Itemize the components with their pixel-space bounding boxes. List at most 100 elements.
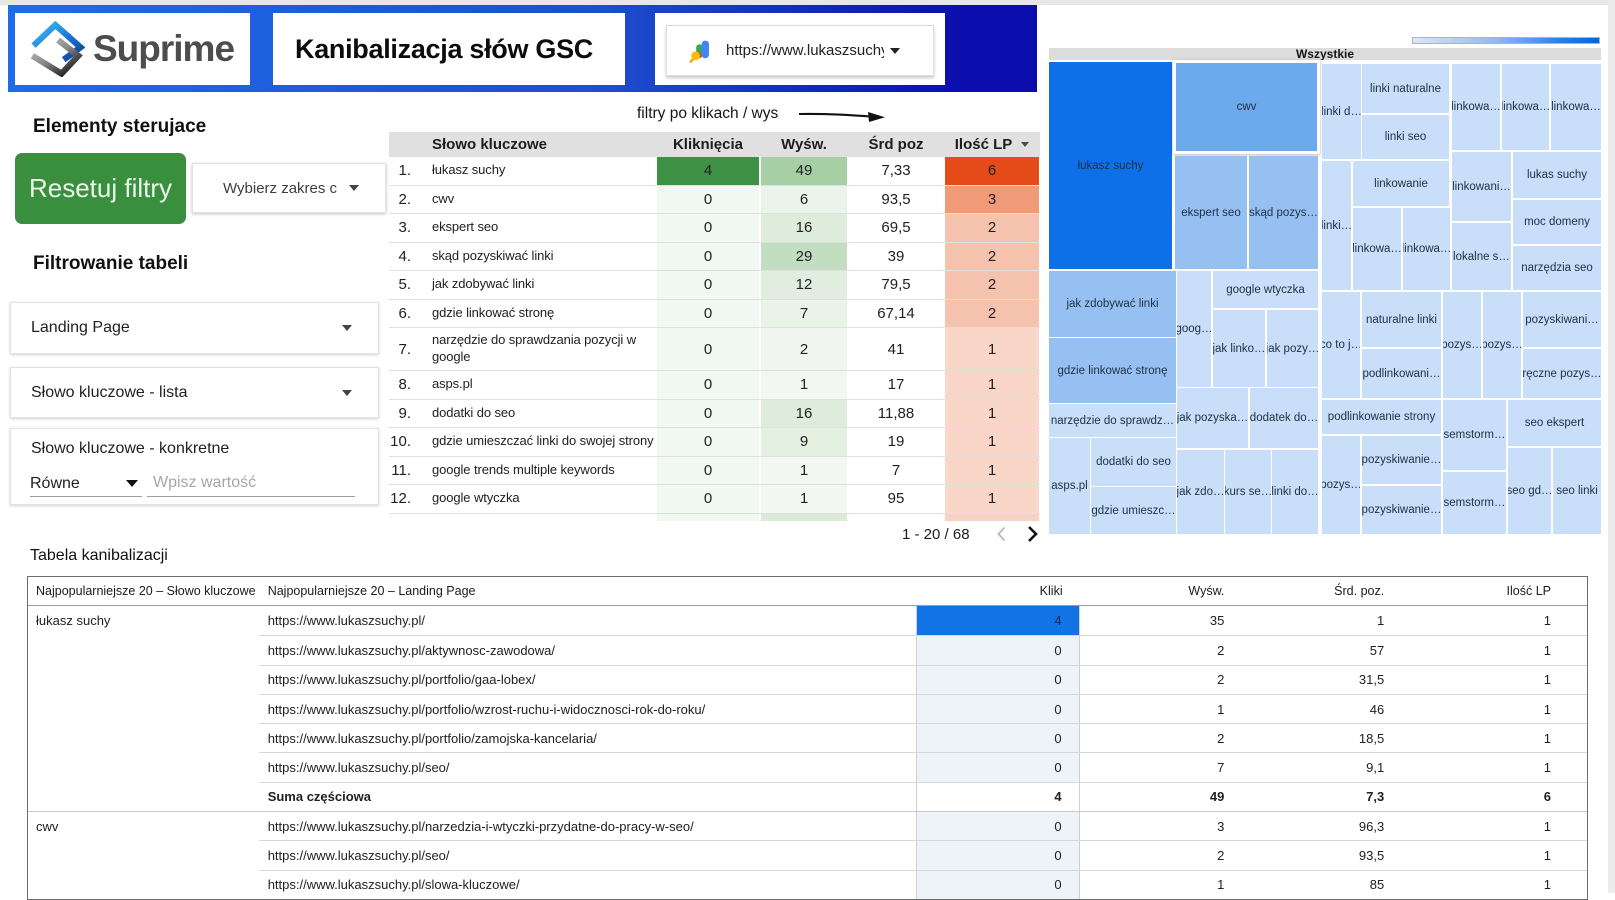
lp-cell: https://www.lukaszsuchy.pl/	[267, 613, 425, 629]
srd-cell: 11,88	[877, 404, 915, 422]
treemap-cell[interactable]: seo gd…	[1508, 448, 1551, 534]
column-header[interactable]: Słowo kluczowe	[432, 135, 548, 153]
treemap-cell[interactable]: łukasz suchy	[1049, 62, 1172, 269]
treemap-cell[interactable]: asps.pl	[1049, 438, 1090, 534]
column-header[interactable]: Ilość LP	[1506, 584, 1551, 598]
treemap-cell[interactable]: semstorm…	[1443, 472, 1506, 534]
date-range-select[interactable]: Wybierz zakres c	[192, 163, 386, 213]
treemap-cell[interactable]: linkowa…	[1551, 64, 1601, 150]
treemap-cell[interactable]: pozys…	[1483, 292, 1521, 398]
treemap-cell[interactable]: seo linki	[1553, 448, 1601, 534]
treemap-cell[interactable]: semstorm…	[1443, 400, 1506, 470]
treemap-cell[interactable]: goog…	[1177, 271, 1211, 387]
keyword-list-filter[interactable]: Słowo kluczowe - lista	[10, 367, 379, 418]
column-header[interactable]: Najpopularniejsze 20 – Landing Page	[267, 584, 476, 598]
treemap-cell[interactable]: linki d…	[1322, 64, 1361, 159]
wysw-cell: 2	[1079, 840, 1245, 869]
row-number-cell: 1.	[398, 162, 411, 180]
column-header[interactable]: Ilość LP	[944, 132, 1040, 157]
treemap-cell[interactable]: jak pozy…	[1267, 310, 1318, 387]
keyword-table-header: Słowo kluczowe Kliknięcia Wyśw. Śrd poz Iloś…	[389, 132, 1040, 157]
column-header[interactable]: Kliknięcia	[672, 136, 744, 153]
treemap-cell[interactable]: linkowanie	[1353, 161, 1449, 206]
treemap-cell[interactable]: linkowa…	[1403, 208, 1450, 290]
treemap-cell[interactable]: co to j…	[1322, 292, 1360, 398]
treemap-cell[interactable]: linkowa…	[1353, 208, 1401, 290]
treemap-cell[interactable]: google wtyczka	[1213, 271, 1318, 308]
treemap-cell[interactable]: pozyskiwani…	[1523, 292, 1601, 347]
treemap-cell[interactable]: pozys…	[1322, 436, 1360, 534]
treemap-cell[interactable]: dodatek do…	[1250, 388, 1318, 448]
treemap-cell[interactable]: moc domeny	[1513, 200, 1601, 244]
next-page-icon[interactable]	[1024, 525, 1040, 543]
treemap-cell-label: semstorm…	[1443, 497, 1506, 509]
treemap-cell[interactable]: pozyskiwanie…	[1362, 436, 1441, 484]
controls-heading: Elementy sterujace	[33, 116, 207, 137]
treemap-cell[interactable]: gdzie umieszc…	[1091, 487, 1176, 534]
klik-cell: 4	[915, 781, 1080, 812]
column-header[interactable]: Śrd. poz.	[1334, 584, 1385, 598]
treemap-cell[interactable]: linki do…	[1272, 450, 1318, 534]
treemap-cell[interactable]: skąd pozys…	[1249, 156, 1318, 269]
wysw-cell: 7	[1079, 752, 1245, 781]
treemap-cell[interactable]: podlinkowanie strony	[1322, 400, 1441, 434]
treemap-cell[interactable]: gdzie linkować stronę	[1049, 338, 1176, 403]
treemap-cell[interactable]: linki…	[1322, 161, 1351, 290]
treemap-cell[interactable]: linki naturalne	[1362, 64, 1449, 113]
kw-cell	[28, 723, 259, 752]
treemap-cell[interactable]: podlinkowani…	[1362, 349, 1441, 398]
column-header[interactable]: Śrd poz	[868, 136, 924, 153]
treemap-cell[interactable]: lokalne s…	[1452, 223, 1511, 290]
treemap-cell[interactable]: jak zdobywać linki	[1049, 271, 1176, 337]
column-header[interactable]: Wyśw.	[1188, 584, 1225, 598]
treemap-cell[interactable]: lukas suchy	[1513, 152, 1601, 198]
row-number-cell: 8.	[398, 376, 411, 394]
column-header[interactable]: Kliki	[1039, 584, 1063, 598]
treemap-cell[interactable]: linki seo	[1362, 115, 1449, 159]
column-header[interactable]: Najpopularniejsze 20 – Słowo kluczowe	[36, 584, 256, 598]
treemap-cell[interactable]: pozys…	[1443, 292, 1481, 398]
column-header[interactable]: Wyśw.	[781, 136, 827, 153]
srd-cell: 1	[1376, 613, 1385, 629]
selected-property: https://www.lukaszsuchy	[726, 42, 884, 59]
wysw-cell: 29	[760, 242, 848, 270]
treemap-cell[interactable]: kurs se…	[1225, 450, 1271, 534]
treemap-cell[interactable]: pozyskiwanie…	[1362, 486, 1441, 534]
table-row: łukasz suchy https://www.lukaszsuchy.pl/4…	[28, 606, 1587, 636]
treemap-cell[interactable]: narzędzia seo	[1513, 246, 1601, 290]
reset-filters-button[interactable]: Resetuj filtry	[15, 153, 186, 224]
treemap-cell-label: jak pozy…	[1267, 342, 1318, 355]
lp-cell: 1	[944, 485, 1040, 513]
treemap-cell[interactable]: ekspert seo	[1175, 156, 1247, 269]
treemap-cell[interactable]: jak pozyska…	[1177, 388, 1248, 448]
treemap-cell-label: łukasz suchy	[1077, 159, 1144, 172]
treemap-cell[interactable]: linkowa…	[1452, 64, 1500, 150]
condition-select[interactable]: Równe	[30, 471, 142, 497]
treemap-cell-label: pozyskiwani…	[1525, 313, 1599, 326]
treemap-cell[interactable]: ręczne pozys…	[1523, 349, 1601, 398]
gsc-property-select[interactable]: https://www.lukaszsuchy	[666, 25, 934, 76]
klik-cell: 4	[656, 157, 760, 185]
treemap-cell-label: podlinkowani…	[1362, 367, 1441, 380]
srd-cell: 57	[1244, 635, 1407, 664]
lp-cell: 2	[944, 242, 1040, 270]
landing-page-filter[interactable]: Landing Page	[10, 302, 379, 354]
treemap-cell-label: kurs se…	[1225, 486, 1271, 498]
treemap-cell[interactable]: linkowa…	[1502, 64, 1549, 150]
treemap-cell[interactable]: jak linko…	[1213, 310, 1265, 387]
treemap-cell[interactable]: jak zdo…	[1177, 450, 1224, 534]
sort-descending-icon	[1021, 142, 1030, 147]
treemap-cell[interactable]: naturalne linki	[1362, 292, 1441, 347]
treemap-cell[interactable]: cwv	[1173, 60, 1320, 154]
lp-cell: 1	[944, 399, 1040, 427]
klik-cell: 0	[915, 752, 1080, 782]
wysw-cell: 2	[1079, 723, 1245, 752]
treemap-cell[interactable]: dodatki do seo	[1091, 438, 1176, 486]
treemap-root[interactable]: Wszystkie	[1049, 48, 1601, 61]
keyword-value-input[interactable]	[147, 471, 355, 497]
treemap-cell[interactable]: seo ekspert	[1508, 400, 1601, 446]
treemap-cell[interactable]: narzędzie do sprawdz…	[1049, 404, 1176, 437]
treemap-cell[interactable]: linkowani…	[1452, 152, 1511, 221]
previous-page-icon[interactable]	[994, 525, 1010, 543]
wysw-cell: 7	[760, 299, 848, 327]
